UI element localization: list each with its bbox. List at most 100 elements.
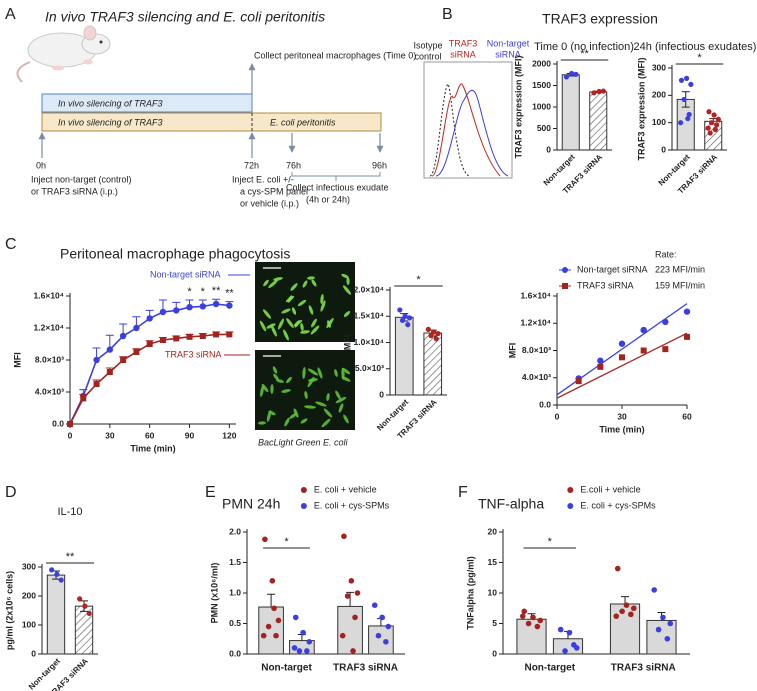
panel-title: TRAF3 expression [542,11,658,27]
data-point [534,623,541,630]
data-point [614,565,621,572]
bar [394,316,414,396]
chart-title: Time 0 (no infection) [534,41,634,53]
micrograph-cell [338,403,344,413]
y-tick-label: 200 [652,90,666,100]
bracket [291,172,381,181]
note: Inject E. coli +/- [232,174,294,184]
x-tick-label: TRAF3 siRNA [333,663,398,674]
rate-label: 159 MFI/min [655,280,705,290]
data-point [683,308,691,315]
mouse-illustration [16,25,111,83]
micrograph-cell [321,418,331,428]
micrograph-cell [270,384,274,394]
data-point [428,333,434,339]
micrograph-cell [266,323,276,329]
data-point [265,623,272,630]
data-point [260,632,267,639]
data-point [662,346,669,353]
data-point [341,533,347,540]
flow-histogram: Isotype control TRAF3 siRNA Non-target s… [413,38,530,179]
data-point [707,130,713,136]
x-tick-label: 30 [105,430,115,440]
micrograph-cell [320,294,324,304]
data-point [383,639,389,645]
data-point [93,356,100,364]
data-point [397,307,403,313]
y-axis-label: MFI [12,352,22,368]
y-axis-label: PMN (x10⁶/ml) [209,563,219,624]
micrograph-cell [343,414,349,424]
micrograph-cell [300,323,304,331]
data-point [655,626,662,633]
y-tick-label: 20 [488,526,498,536]
data-point [159,337,166,343]
data-point [573,71,579,77]
x-tick-label: 90 [185,430,195,440]
time-label: 0h [36,160,46,170]
note: or TRAF3 siRNA (i.p.) [31,186,118,196]
y-tick-label: 100 [652,117,666,127]
y-tick-label: 8.0×10³ [35,354,64,364]
x-tick-label: 60 [682,411,692,421]
y-tick-label: 1.5×10⁴ [354,311,384,321]
legend-label: E.coli + vehicle [580,484,640,494]
chart-title: 24h (infectious exudates) [634,41,757,53]
micrograph-cell [323,408,333,418]
y-tick-label: 0.0 [52,418,64,428]
micrograph-cell [294,320,300,328]
y-tick-label: 4.0×10³ [35,386,64,396]
flow-legend: TRAF3 [449,38,478,48]
y-tick-label: 300 [22,561,36,571]
significance: * [416,274,421,286]
legend-marker [300,487,307,493]
data-point [714,122,720,128]
data-point [291,645,298,651]
y-tick-label: 1.2×10⁴ [34,322,64,332]
bar [704,120,723,151]
flow-legend: control [414,51,441,61]
micrograph-cell [259,320,267,332]
flow-legend: siRNA [450,49,476,59]
y-tick-label: 500 [537,123,551,133]
data-point [623,602,630,608]
data-point [431,329,437,335]
fit-line [556,332,688,399]
data-point [705,125,711,131]
nontarget-curve [435,89,509,177]
data-point [133,324,140,332]
micrograph-cell [291,307,297,315]
data-point [275,617,282,624]
data-point [119,332,127,340]
timeline-bar [41,112,382,132]
micrograph-cell [271,325,277,337]
annotation: ** [212,285,221,297]
bar [423,332,443,396]
micrograph-cell [260,385,264,397]
flow-legend: Non-target [487,38,530,48]
micrograph-cell [276,379,284,383]
micrograph-cell [273,277,283,281]
legend-marker [567,503,574,509]
y-axis-label: pg/ml (2x10⁶ cells) [4,571,14,650]
note: Inject non-target (control) [31,174,132,184]
x-axis-label: Time (min) [599,424,644,434]
y-axis-label: TRAF3 expression (MFI) [513,55,523,158]
y-tick-label: 2.0 [229,526,241,536]
data-point [67,421,73,427]
y-tick-label: 0 [546,144,551,154]
data-point [619,608,625,615]
micrograph-cell [289,413,297,419]
data-point [106,346,114,353]
data-point [292,614,299,621]
data-point [186,304,193,311]
data-point [684,75,690,81]
legend-label: E. coli + cys-SPMs [580,500,656,510]
data-point [273,632,279,639]
data-point [213,331,220,338]
data-point [425,326,431,332]
data-point [708,120,715,126]
micrograph-cell [283,329,289,341]
data-point [146,341,153,347]
data-point [269,578,276,584]
